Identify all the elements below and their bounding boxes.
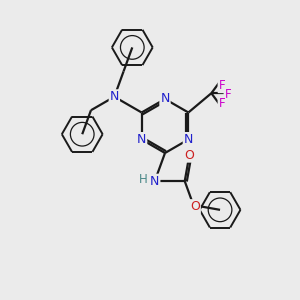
Text: N: N xyxy=(160,92,170,106)
Text: O: O xyxy=(184,149,194,162)
Text: F: F xyxy=(219,97,225,110)
Text: N: N xyxy=(150,175,159,188)
Text: F: F xyxy=(225,88,231,101)
Text: N: N xyxy=(137,133,146,146)
Text: N: N xyxy=(184,133,193,146)
Text: O: O xyxy=(190,200,200,213)
Text: H: H xyxy=(139,173,148,186)
Text: F: F xyxy=(219,79,225,92)
Text: N: N xyxy=(110,90,119,103)
